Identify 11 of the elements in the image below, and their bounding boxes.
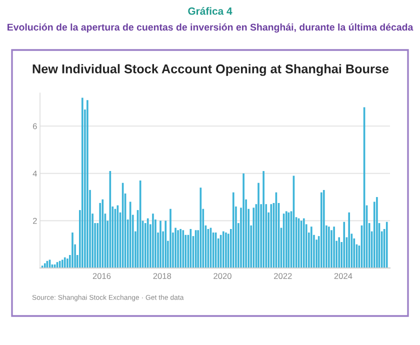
y-tick-label: 2: [33, 218, 37, 224]
x-tick-label: 2020: [214, 273, 232, 279]
x-tick-label: 2024: [334, 273, 352, 279]
x-tick-label: 2022: [274, 273, 292, 279]
y-tick-label: 6: [33, 123, 37, 130]
text: New Individual Stock Account Opening at Shanghai Bourse: [32, 64, 389, 76]
x-tick-label: 2018: [153, 273, 172, 279]
y-tick-label: 4: [32, 170, 37, 176]
chart-subtitle: Evolución de la apertura de cuentas de inversión en Shanghái, durante la última década: [8, 23, 414, 33]
x-tick-label: 2016: [92, 273, 111, 279]
chart-title: Gráfica 4: [188, 7, 232, 15]
